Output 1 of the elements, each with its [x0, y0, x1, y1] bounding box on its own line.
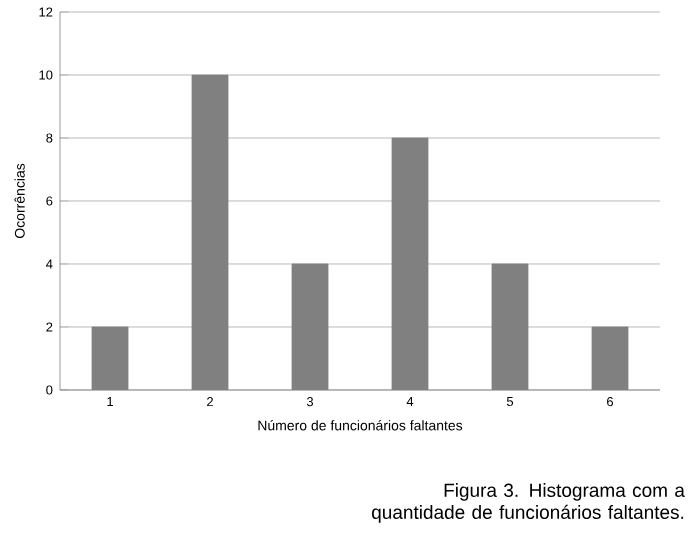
text: Figura 3. Histograma com a quantidade de funcionários faltantes.	[372, 483, 685, 523]
